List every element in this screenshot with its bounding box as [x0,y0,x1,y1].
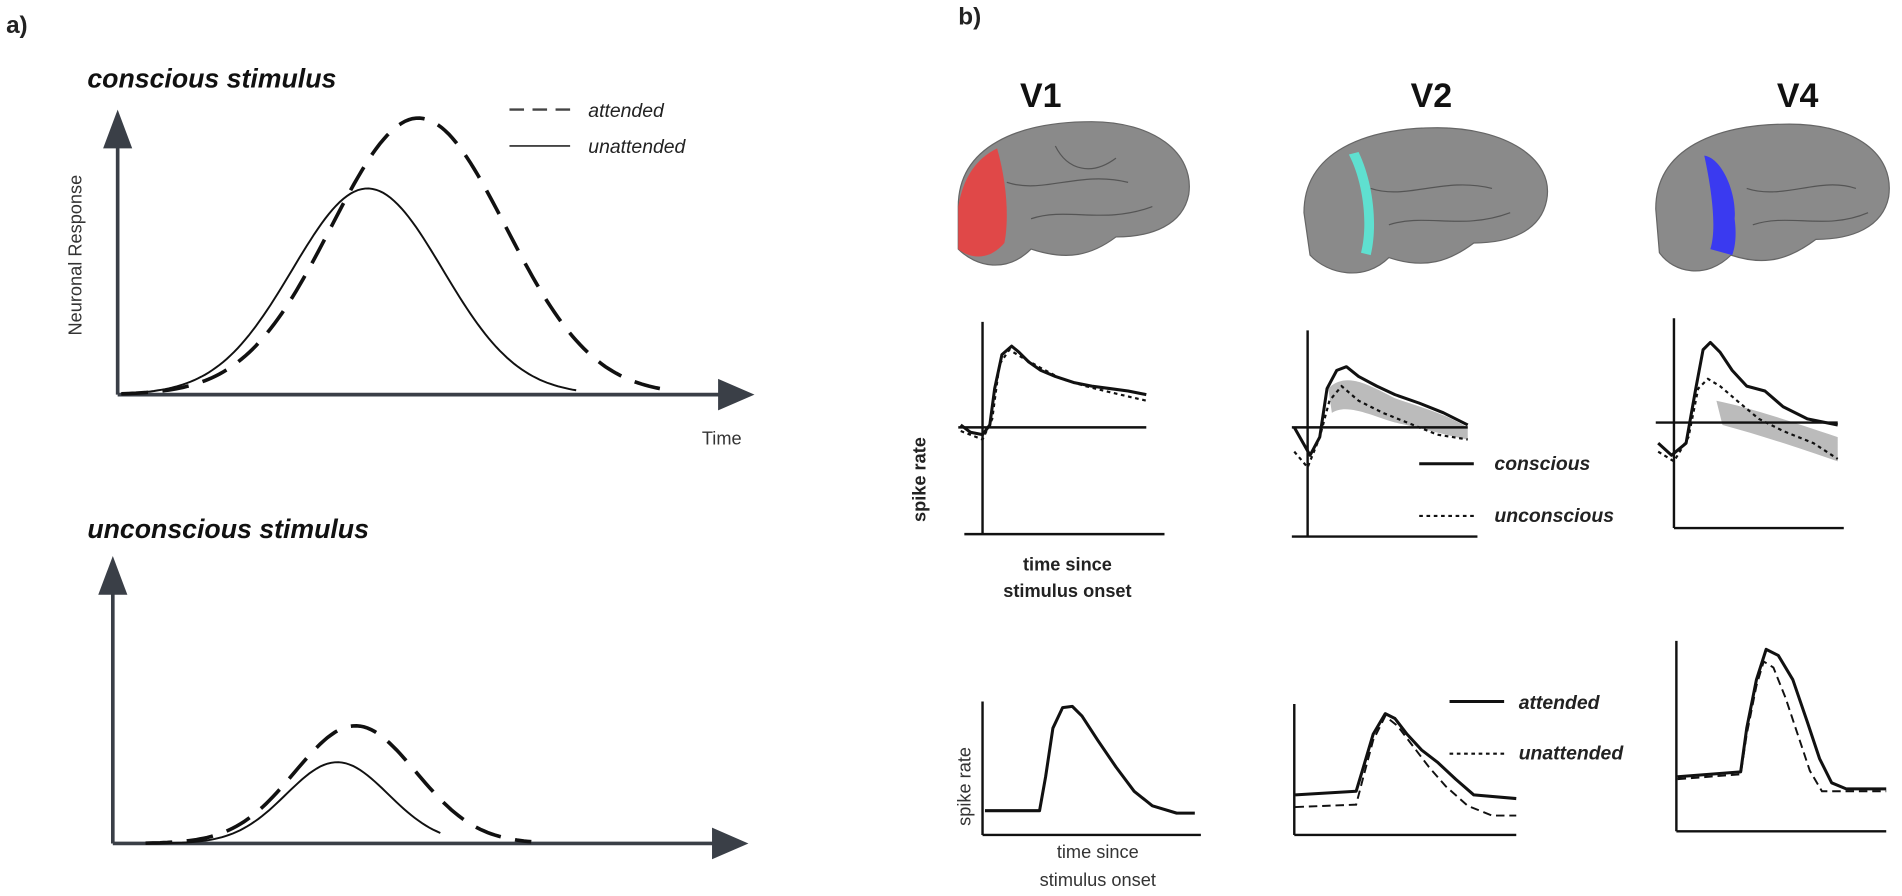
y-axis-label: Neuronal Response [65,175,85,336]
legend-label: conscious [1494,453,1590,475]
plot-v4-attention [1675,640,1887,833]
area-label: V2 [1411,77,1453,115]
plot-title: conscious stimulus [87,64,336,94]
brain-v1 [957,121,1190,266]
area-label: V1 [1020,77,1062,115]
x-axis-label: Time [702,428,742,448]
curve-attended [145,723,532,846]
x-axis-label: time since [1057,842,1139,862]
legend-label: unattended [588,136,686,158]
panel-label: a) [6,12,28,39]
plot-v2-conscious [1291,330,1478,538]
plot-v4-conscious [1655,318,1844,530]
x-axis-label: time since [1023,555,1112,575]
axes [103,109,755,411]
x-axis-label: stimulus onset [1003,581,1131,601]
brain-v2 [1303,127,1549,274]
plot-v1-attention [981,701,1201,837]
axes [98,555,749,860]
plot-v1-conscious [958,321,1165,536]
area-label: V4 [1777,77,1819,115]
brain-v4 [1655,123,1890,272]
legend-label: unattended [1519,743,1625,765]
legend-label: unconscious [1494,505,1614,527]
plot-title: unconscious stimulus [87,514,369,544]
y-axis-label: spike rate [954,747,974,826]
legend-label: attended [1519,692,1601,714]
curve-unattended [121,187,577,395]
panel-label: b) [958,4,981,31]
curve-unattended [145,761,441,845]
curve-attended [121,116,661,396]
x-axis-label: stimulus onset [1040,870,1156,890]
y-axis-label: spike rate [910,437,930,522]
plot-v2-attention [1293,700,1517,837]
legend-label: attended [588,100,665,122]
